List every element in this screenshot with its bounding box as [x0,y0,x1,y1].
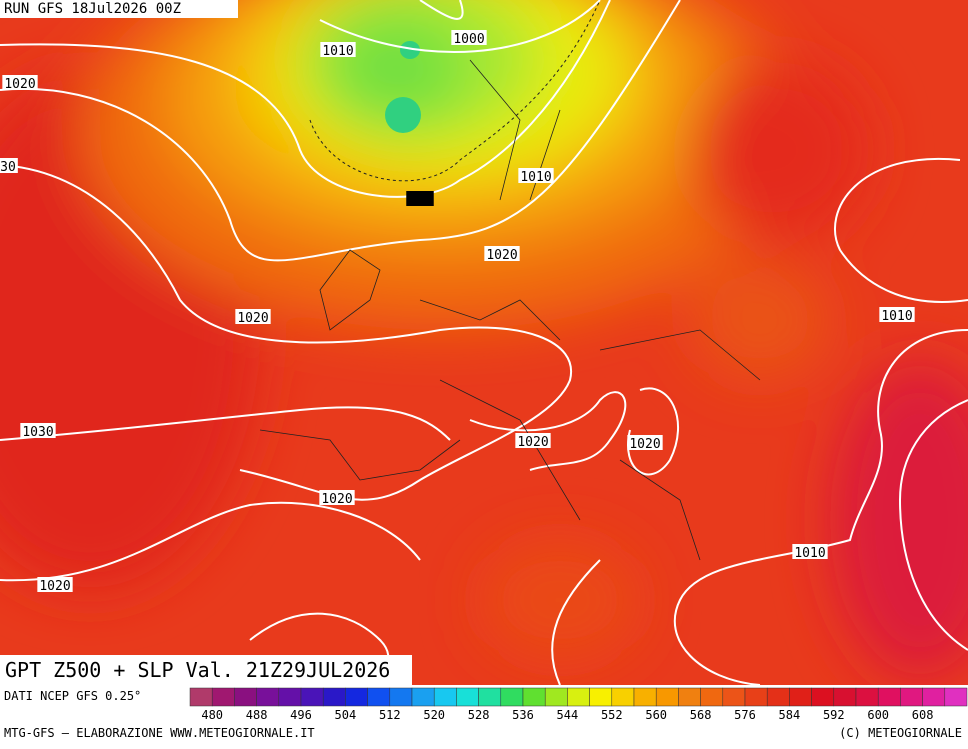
color-swatch [478,687,502,707]
contour-label-box [451,30,487,45]
color-swatch [877,687,901,707]
legend-label: 608 [912,708,934,722]
color-scale: 480 488 496 504 512 520 528 536 544 552 560 568 576 5… [189,687,968,722]
contour-label: 1020 [4,77,35,92]
contour-label: 1020 [321,492,352,507]
map-title: GPT Z500 + SLP Val. 21Z29JUL2026 [5,658,390,682]
contour-label: 1020 [517,435,548,450]
contour-label-box [879,307,915,322]
color-swatch [811,687,835,707]
color-swatch [522,687,546,707]
legend-label: 568 [690,708,712,722]
contour-label: 552 [408,193,431,208]
legend-label: 584 [779,708,801,722]
legend-label: 504 [335,708,357,722]
contour-label: 1030 [22,425,53,440]
legend-label: 536 [512,708,534,722]
map-field [0,0,968,685]
contour-label: 1020 [486,248,517,263]
legend-label: 496 [290,708,312,722]
color-swatch [766,687,790,707]
contour-label: 1010 [881,309,912,324]
color-swatch [234,687,257,707]
contour-label-box [0,158,18,173]
contour-label-box [515,433,551,448]
legend-label: 480 [201,708,223,722]
contour-label-box [2,75,38,90]
legend-label: 560 [645,708,667,722]
color-swatch [655,687,679,707]
color-swatch [300,687,324,707]
color-swatch [700,687,724,707]
contour-label-box [518,168,554,183]
legend-label: 552 [601,708,623,722]
contour-label-box [320,42,356,57]
color-swatch [322,687,346,707]
legend-label: 520 [423,708,445,722]
color-swatch [611,687,635,707]
contour-label-box [37,577,73,592]
color-swatch [345,687,368,707]
credit: MTG-GFS — ELABORAZIONE WWW.METEOGIORNALE… [4,726,315,740]
contour-label: 30 [0,160,16,175]
color-swatch [722,687,746,707]
contour-label-box [627,435,663,450]
contour-label: 1020 [39,579,70,594]
color-swatch [433,687,457,707]
color-swatch [678,687,701,707]
color-swatch [922,687,946,707]
legend-label: 576 [734,708,756,722]
contour-label-box [20,423,56,438]
contour-label-box [235,309,271,324]
color-swatch [833,687,857,707]
color-swatch [389,687,413,707]
color-swatch [256,687,280,707]
contour-label: 1010 [794,546,825,561]
color-swatch [211,687,235,707]
color-swatch [411,687,435,707]
color-swatch [500,687,524,707]
color-swatch [189,687,213,707]
legend-label: 488 [246,708,268,722]
color-swatch [589,687,613,707]
contour-label: 1010 [520,170,551,185]
color-swatch [744,687,768,707]
color-swatch [944,687,968,707]
legend-label: 528 [468,708,490,722]
color-swatch [567,687,590,707]
contour-label-box [792,544,828,559]
color-swatch [900,687,923,707]
color-swatch [633,687,657,707]
copyright: (C) METEOGIORNALE [839,726,962,740]
contour-label-box [484,246,520,261]
legend-label: 592 [823,708,845,722]
legend-label: 512 [379,708,401,722]
color-swatch [544,687,568,707]
color-swatch [456,687,479,707]
contour-label: 1010 [322,44,353,59]
contour-label-box [406,191,434,206]
legend-label: 544 [557,708,579,722]
color-swatch [278,687,302,707]
contour-label-box [319,490,355,505]
color-swatch [789,687,812,707]
color-swatch [367,687,391,707]
contour-labels: 1010 1000 1020 30 552 1010 1020 1020 1010 1030 102… [0,30,915,594]
legend-label: 600 [867,708,889,722]
contour-label: 1020 [237,311,268,326]
color-swatch [855,687,879,707]
contour-label: 1000 [453,32,484,47]
source: DATI NCEP GFS 0.25° [4,689,141,703]
contour-label: 1020 [629,437,660,452]
run-label: RUN GFS 18Jul2026 00Z [4,1,181,17]
